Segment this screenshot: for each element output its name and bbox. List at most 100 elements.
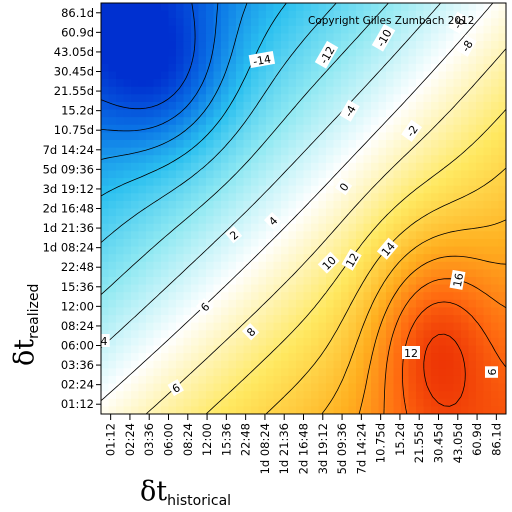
heatmap-cell <box>138 269 147 278</box>
heatmap-cell <box>326 269 335 278</box>
heatmap-cell <box>333 71 342 80</box>
heatmap-cell <box>251 185 260 194</box>
heatmap-cell <box>168 391 177 400</box>
heatmap-cell <box>498 193 506 202</box>
heatmap-cell <box>153 18 162 27</box>
heatmap-cell <box>446 406 455 414</box>
heatmap-cell <box>498 25 506 35</box>
heatmap-cell <box>438 117 447 126</box>
heatmap-cell <box>288 383 297 392</box>
heatmap-cell <box>236 86 245 95</box>
heatmap-cell <box>191 307 200 316</box>
heatmap-cell <box>303 254 312 263</box>
heatmap-cell <box>183 48 192 57</box>
heatmap-cell <box>153 277 162 286</box>
heatmap-cell <box>371 261 380 270</box>
heatmap-cell <box>311 375 320 385</box>
heatmap-cell <box>288 86 297 95</box>
heatmap-cell <box>491 307 500 316</box>
heatmap-cell <box>131 109 140 118</box>
heatmap-cell <box>303 330 312 339</box>
heatmap-cell <box>326 360 335 369</box>
heatmap-cell <box>378 193 387 202</box>
heatmap-cell <box>206 330 215 339</box>
heatmap-cell <box>468 147 477 156</box>
heatmap-cell <box>371 178 380 187</box>
heatmap-cell <box>303 101 312 111</box>
heatmap-cell <box>116 170 125 179</box>
heatmap-cell <box>191 18 200 27</box>
heatmap-cell <box>176 25 185 35</box>
heatmap-cell <box>288 337 297 347</box>
heatmap-cell <box>483 117 492 126</box>
heatmap-cell <box>213 406 222 414</box>
heatmap-cell <box>363 109 372 118</box>
heatmap-cell <box>116 155 125 164</box>
heatmap-cell <box>483 284 492 293</box>
heatmap-cell <box>416 391 425 400</box>
heatmap-cell <box>468 178 477 187</box>
heatmap-cell <box>498 299 506 309</box>
heatmap-cell <box>138 200 147 210</box>
heatmap-cell <box>213 254 222 263</box>
heatmap-cell <box>333 254 342 263</box>
heatmap-cell <box>123 94 132 103</box>
heatmap-cell <box>326 299 335 309</box>
heatmap-cell <box>168 178 177 187</box>
heatmap-cell <box>431 63 440 73</box>
heatmap-cell <box>288 223 297 232</box>
heatmap-cell <box>423 238 432 248</box>
heatmap-cell <box>146 322 155 331</box>
heatmap-cell <box>161 322 170 331</box>
heatmap-cell <box>123 238 132 248</box>
heatmap-cell <box>438 292 447 301</box>
heatmap-cell <box>273 162 282 172</box>
heatmap-cell <box>281 170 290 179</box>
heatmap-cell <box>258 79 267 88</box>
heatmap-cell <box>213 277 222 286</box>
heatmap-cell <box>483 398 492 407</box>
heatmap-cell <box>446 178 455 187</box>
heatmap-cell <box>483 94 492 103</box>
heatmap-cell <box>431 109 440 118</box>
heatmap-cell <box>423 25 432 35</box>
heatmap-cell <box>236 307 245 316</box>
heatmap-cell <box>483 353 492 362</box>
heatmap-cell <box>176 3 185 12</box>
heatmap-cell <box>123 200 132 210</box>
heatmap-cell <box>408 254 417 263</box>
y-tick-label: 06:00 <box>61 339 94 353</box>
heatmap-cell <box>416 246 425 255</box>
heatmap-cell <box>221 246 230 255</box>
heatmap-cell <box>303 71 312 80</box>
contour-label-bg <box>241 323 260 341</box>
heatmap-cell <box>176 170 185 179</box>
heatmap-cell <box>453 208 462 217</box>
heatmap-cell <box>206 368 215 377</box>
heatmap-cell <box>296 360 305 369</box>
heatmap-cell <box>206 178 215 187</box>
heatmap-cell <box>431 200 440 210</box>
heatmap-cell <box>116 208 125 217</box>
heatmap-cell <box>491 79 500 88</box>
heatmap-cell <box>258 25 267 35</box>
heatmap-cell <box>221 223 230 232</box>
heatmap-cell <box>153 48 162 57</box>
heatmap-cell <box>213 162 222 172</box>
heatmap-cell <box>228 117 237 126</box>
heatmap-cell <box>296 117 305 126</box>
heatmap-cell <box>461 86 470 95</box>
heatmap-cell <box>453 101 462 111</box>
heatmap-cell <box>326 33 335 42</box>
heatmap-cell <box>116 216 125 225</box>
heatmap-cell <box>461 71 470 80</box>
heatmap-cell <box>123 277 132 286</box>
heatmap-cell <box>101 124 110 133</box>
heatmap-cell <box>243 193 252 202</box>
heatmap-cell <box>251 231 260 240</box>
heatmap-cell <box>221 178 230 187</box>
heatmap-cell <box>311 353 320 362</box>
heatmap-cell <box>198 261 207 270</box>
heatmap-cell <box>326 193 335 202</box>
heatmap-cell <box>356 269 365 278</box>
